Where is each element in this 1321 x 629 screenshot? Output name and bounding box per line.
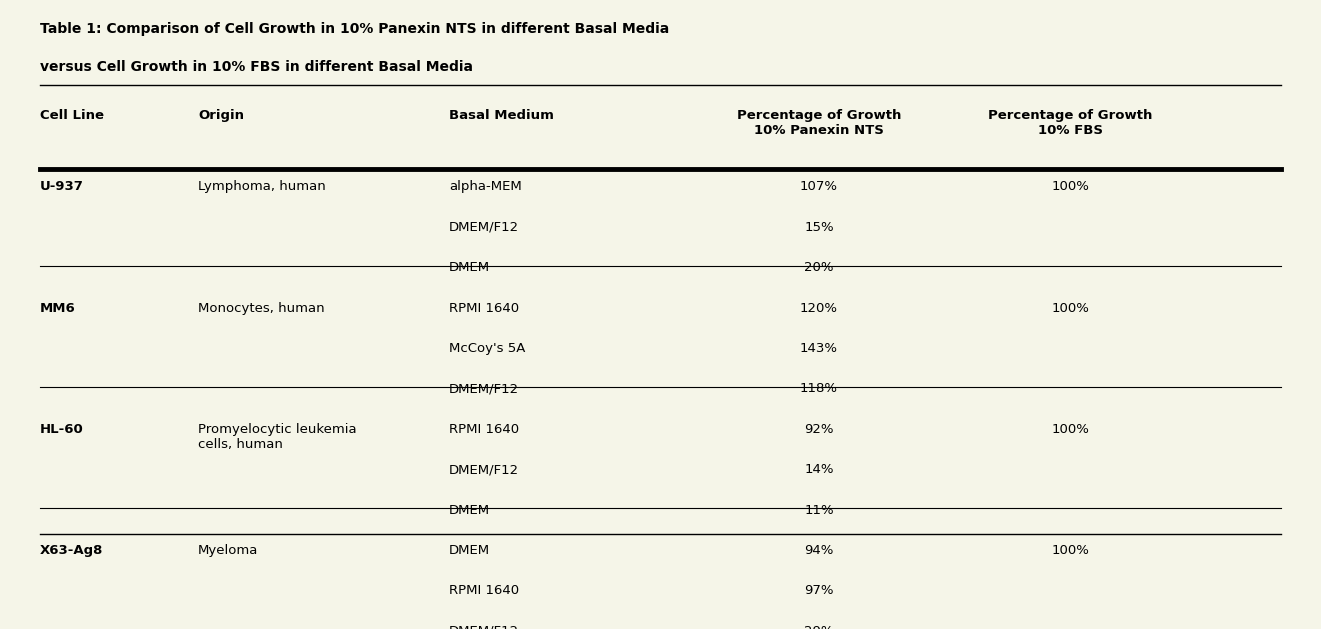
Text: MM6: MM6 <box>40 301 75 314</box>
Text: 120%: 120% <box>801 301 838 314</box>
Text: Cell Line: Cell Line <box>40 109 103 122</box>
Text: 100%: 100% <box>1052 301 1089 314</box>
Text: 15%: 15% <box>804 221 834 234</box>
Text: McCoy's 5A: McCoy's 5A <box>449 342 526 355</box>
Text: Myeloma: Myeloma <box>198 544 259 557</box>
Text: Monocytes, human: Monocytes, human <box>198 301 325 314</box>
Text: 143%: 143% <box>801 342 838 355</box>
Text: Lymphoma, human: Lymphoma, human <box>198 181 326 193</box>
Text: DMEM/F12: DMEM/F12 <box>449 625 519 629</box>
Text: 97%: 97% <box>804 584 834 598</box>
Text: 11%: 11% <box>804 504 834 516</box>
Text: Percentage of Growth
10% FBS: Percentage of Growth 10% FBS <box>988 109 1152 137</box>
Text: Table 1: Comparison of Cell Growth in 10% Panexin NTS in different Basal Media: Table 1: Comparison of Cell Growth in 10… <box>40 22 668 36</box>
Text: X63-Ag8: X63-Ag8 <box>40 544 103 557</box>
Text: 20%: 20% <box>804 261 834 274</box>
Text: 107%: 107% <box>801 181 838 193</box>
Text: alpha-MEM: alpha-MEM <box>449 181 522 193</box>
Text: 14%: 14% <box>804 463 834 476</box>
Text: RPMI 1640: RPMI 1640 <box>449 301 519 314</box>
Text: 29%: 29% <box>804 625 834 629</box>
Text: 100%: 100% <box>1052 544 1089 557</box>
Text: RPMI 1640: RPMI 1640 <box>449 584 519 598</box>
Text: DMEM/F12: DMEM/F12 <box>449 221 519 234</box>
Text: DMEM: DMEM <box>449 261 490 274</box>
Text: DMEM: DMEM <box>449 504 490 516</box>
Text: 100%: 100% <box>1052 181 1089 193</box>
Text: U-937: U-937 <box>40 181 83 193</box>
Text: RPMI 1640: RPMI 1640 <box>449 423 519 436</box>
Text: 92%: 92% <box>804 423 834 436</box>
Text: Promyelocytic leukemia
cells, human: Promyelocytic leukemia cells, human <box>198 423 357 451</box>
Text: 100%: 100% <box>1052 423 1089 436</box>
Text: Basal Medium: Basal Medium <box>449 109 553 122</box>
Text: Origin: Origin <box>198 109 244 122</box>
Text: HL-60: HL-60 <box>40 423 83 436</box>
Text: DMEM/F12: DMEM/F12 <box>449 463 519 476</box>
Text: 94%: 94% <box>804 544 834 557</box>
Text: 118%: 118% <box>801 382 838 396</box>
Text: DMEM/F12: DMEM/F12 <box>449 382 519 396</box>
Text: DMEM: DMEM <box>449 544 490 557</box>
Text: Percentage of Growth
10% Panexin NTS: Percentage of Growth 10% Panexin NTS <box>737 109 901 137</box>
Text: versus Cell Growth in 10% FBS in different Basal Media: versus Cell Growth in 10% FBS in differe… <box>40 60 473 74</box>
